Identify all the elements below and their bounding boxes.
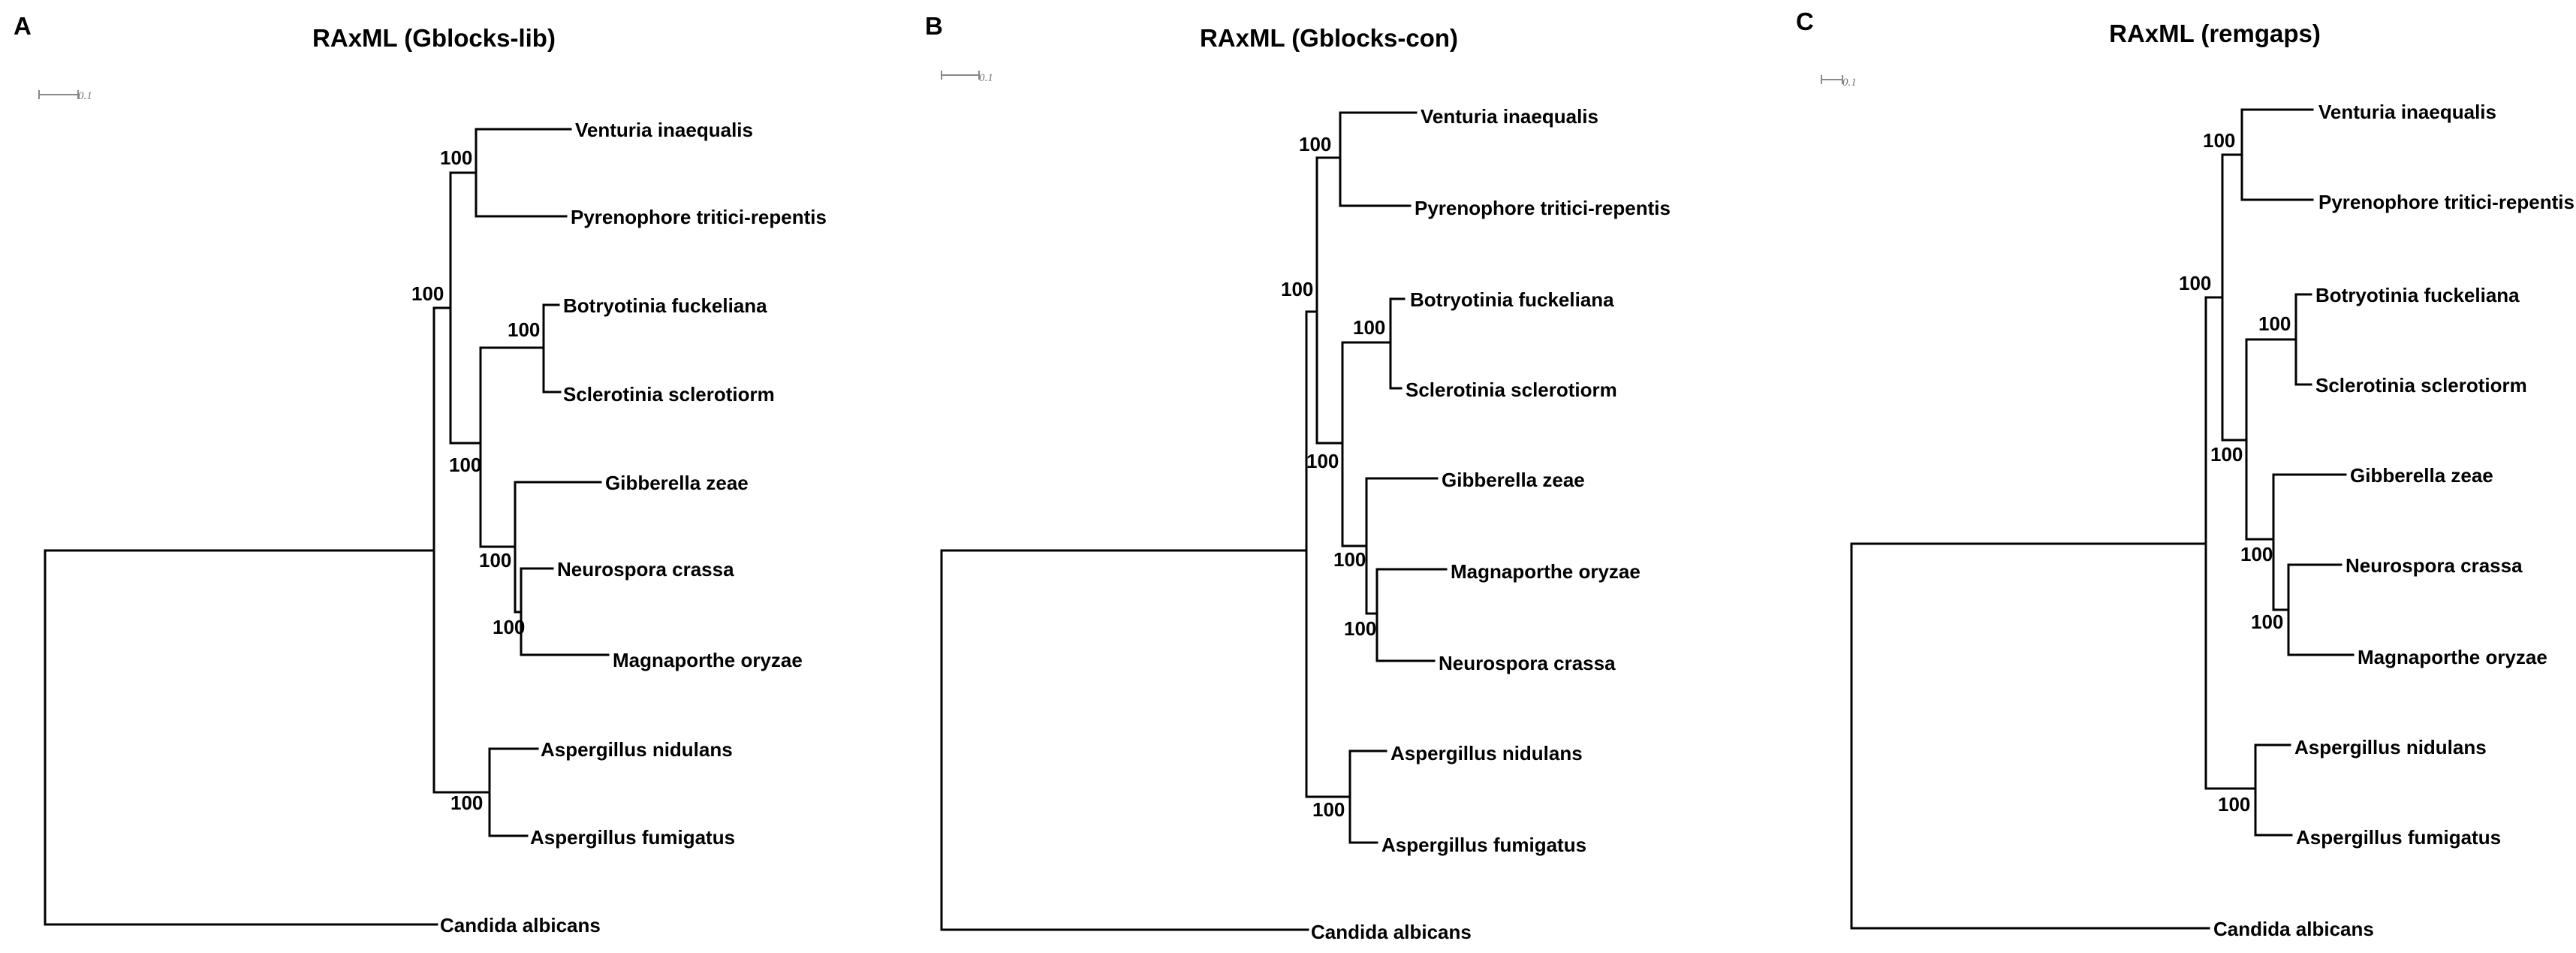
support-value: 100 — [2251, 611, 2283, 633]
taxon-label: Gibberella zeae — [605, 472, 749, 494]
taxon-label: Magnaporthe oryzae — [1451, 560, 1641, 583]
support-value: 100 — [1353, 316, 1385, 339]
support-values: 100 100 100 100 100 100 100 — [1281, 133, 1385, 821]
support-value: 100 — [450, 792, 483, 814]
support-values: 100 100 100 100 100 100 100 — [411, 146, 540, 814]
panel-c: C RAxML (remgaps) 0.1 Venturia inaequali… — [1796, 8, 2574, 940]
taxon-label: Aspergillus fumigatus — [2296, 826, 2501, 849]
tree-branches — [940, 111, 1448, 931]
scale-bar: 0.1 — [941, 71, 993, 84]
support-value: 100 — [1312, 798, 1345, 821]
panel-title: RAxML (remgaps) — [2109, 20, 2321, 47]
panel-title: RAxML (Gblocks-lib) — [312, 24, 556, 52]
scale-bar: 0.1 — [38, 90, 92, 102]
taxon-label: Botryotinia fuckeliana — [1410, 288, 1614, 311]
scale-label: 0.1 — [1842, 77, 1857, 89]
scale-label: 0.1 — [78, 90, 92, 102]
support-value: 100 — [2240, 543, 2273, 565]
taxon-label: Aspergillus nidulans — [1390, 742, 1583, 765]
taxon-label: Venturia inaequalis — [2318, 101, 2496, 123]
support-value: 100 — [1344, 617, 1376, 640]
support-value: 100 — [1306, 450, 1339, 472]
support-value: 100 — [2258, 312, 2291, 335]
support-value: 100 — [493, 616, 525, 638]
taxon-label: Magnaporthe oryzae — [2358, 646, 2547, 668]
support-value: 100 — [479, 549, 511, 571]
support-value: 100 — [2203, 129, 2235, 152]
tree-branches — [44, 128, 610, 926]
support-value: 100 — [508, 318, 540, 341]
taxon-label: Sclerotinia sclerotiorm — [2315, 374, 2527, 397]
support-values: 100 100 100 100 100 100 100 — [2179, 129, 2291, 816]
taxon-label: Gibberella zeae — [2350, 464, 2493, 487]
support-value: 100 — [2210, 443, 2243, 466]
taxon-label: Gibberella zeae — [1442, 469, 1585, 491]
taxon-label: Aspergillus fumigatus — [1381, 834, 1586, 856]
taxon-label: Venturia inaequalis — [1421, 105, 1598, 128]
panel-a: A RAxML (Gblocks-lib) 0.1 Venturia inaeq… — [14, 12, 827, 936]
taxon-label: Botryotinia fuckeliana — [563, 294, 767, 317]
panel-letter: A — [14, 12, 32, 40]
taxon-label: Aspergillus nidulans — [541, 738, 733, 761]
taxon-labels: Venturia inaequalis Pyrenophore tritici-… — [2213, 101, 2574, 940]
support-value: 100 — [440, 146, 472, 169]
taxon-labels: Venturia inaequalis Pyrenophore tritici-… — [440, 119, 827, 936]
support-value: 100 — [449, 454, 481, 476]
panel-letter: B — [925, 12, 943, 40]
taxon-label: Pyrenophore tritici-repentis — [571, 206, 827, 228]
tree-branches — [1850, 108, 2355, 930]
taxon-label: Aspergillus fumigatus — [530, 826, 735, 849]
taxon-label: Pyrenophore tritici-repentis — [1415, 197, 1671, 219]
panel-b: B RAxML (Gblocks-con) 0.1 Venturia inaeq… — [925, 12, 1671, 943]
support-value: 100 — [1333, 548, 1366, 571]
support-value: 100 — [2218, 793, 2250, 816]
taxon-label: Candida albicans — [2213, 918, 2374, 940]
support-value: 100 — [1281, 278, 1313, 300]
support-value: 100 — [1299, 133, 1331, 155]
support-value: 100 — [2179, 272, 2211, 294]
taxon-label: Magnaporthe oryzae — [613, 649, 803, 671]
panel-title: RAxML (Gblocks-con) — [1200, 24, 1458, 52]
taxon-labels: Venturia inaequalis Pyrenophore tritici-… — [1311, 105, 1671, 943]
scale-bar: 0.1 — [1821, 75, 1857, 89]
taxon-label: Pyrenophore tritici-repentis — [2318, 191, 2574, 213]
scale-label: 0.1 — [979, 72, 993, 84]
taxon-label: Neurospora crassa — [1439, 652, 1616, 674]
taxon-label: Neurospora crassa — [2346, 554, 2523, 577]
taxon-label: Sclerotinia sclerotiorm — [1406, 378, 1617, 401]
taxon-label: Sclerotinia sclerotiorm — [563, 383, 775, 406]
support-value: 100 — [411, 282, 444, 305]
taxon-label: Neurospora crassa — [557, 558, 734, 581]
taxon-label: Aspergillus nidulans — [2294, 736, 2487, 758]
taxon-label: Candida albicans — [1311, 921, 1472, 943]
taxon-label: Candida albicans — [440, 914, 601, 936]
taxon-label: Venturia inaequalis — [575, 119, 753, 141]
taxon-label: Botryotinia fuckeliana — [2315, 284, 2520, 306]
panel-letter: C — [1796, 8, 1814, 35]
